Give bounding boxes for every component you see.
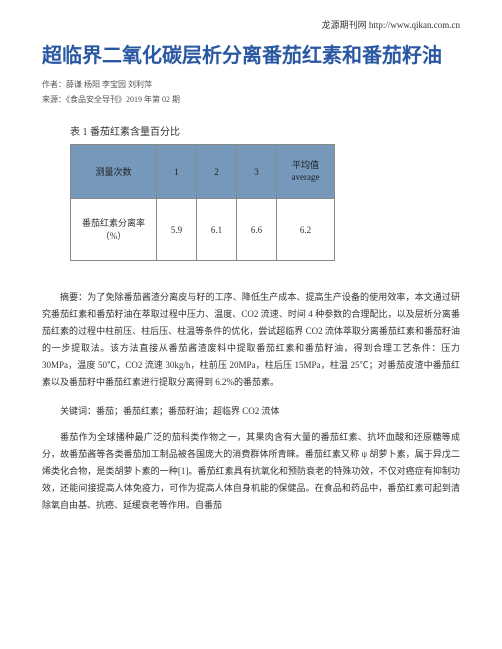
col-header-1: 1 <box>157 145 197 199</box>
table-data-row: 番茄红素分离率 （%） 5.9 6.1 6.6 6.2 <box>71 199 335 261</box>
table-caption: 表 1 番茄红素含量百分比 <box>70 123 460 138</box>
abstract-paragraph: 摘要：为了免除番茄酱渣分离皮与籽的工序、降低生产成本、提高生产设备的使用效率，本… <box>42 289 460 392</box>
source-line: 来源：《食品安全导刊》2019 年第 02 期 <box>42 94 460 105</box>
keywords-line: 关键词：番茄；番茄红素；番茄籽油；超临界 CO2 流体 <box>42 404 460 417</box>
data-table: 测量次数 1 2 3 平均值 average 番茄红素分离率 （%） 5.9 6… <box>70 144 335 261</box>
cell-v2: 6.1 <box>197 199 237 261</box>
col-header-3: 3 <box>237 145 277 199</box>
body-paragraph: 番茄作为全球播种最广泛的茄科类作物之一，其果肉含有大量的番茄红素、抗坏血酸和还原… <box>42 429 460 514</box>
col-header-2: 2 <box>197 145 237 199</box>
avg-label-cn: 平均值 <box>292 160 319 170</box>
table-header-row: 测量次数 1 2 3 平均值 average <box>71 145 335 199</box>
cell-v1: 5.9 <box>157 199 197 261</box>
avg-label-en: average <box>292 172 320 182</box>
row-label-line1: 番茄红素分离率 <box>82 218 145 228</box>
site-header-link: 龙源期刊网 http://www.qikan.com.cn <box>42 18 460 31</box>
row-label-line2: （%） <box>101 231 127 241</box>
article-title: 超临界二氧化碳层析分离番茄红素和番茄籽油 <box>42 41 460 71</box>
col-header-measure: 测量次数 <box>71 145 157 199</box>
cell-v4: 6.2 <box>277 199 335 261</box>
col-header-avg: 平均值 average <box>277 145 335 199</box>
authors-line: 作者：薛谦 杨阳 李宝园 刘利萍 <box>42 79 460 90</box>
row-label: 番茄红素分离率 （%） <box>71 199 157 261</box>
cell-v3: 6.6 <box>237 199 277 261</box>
